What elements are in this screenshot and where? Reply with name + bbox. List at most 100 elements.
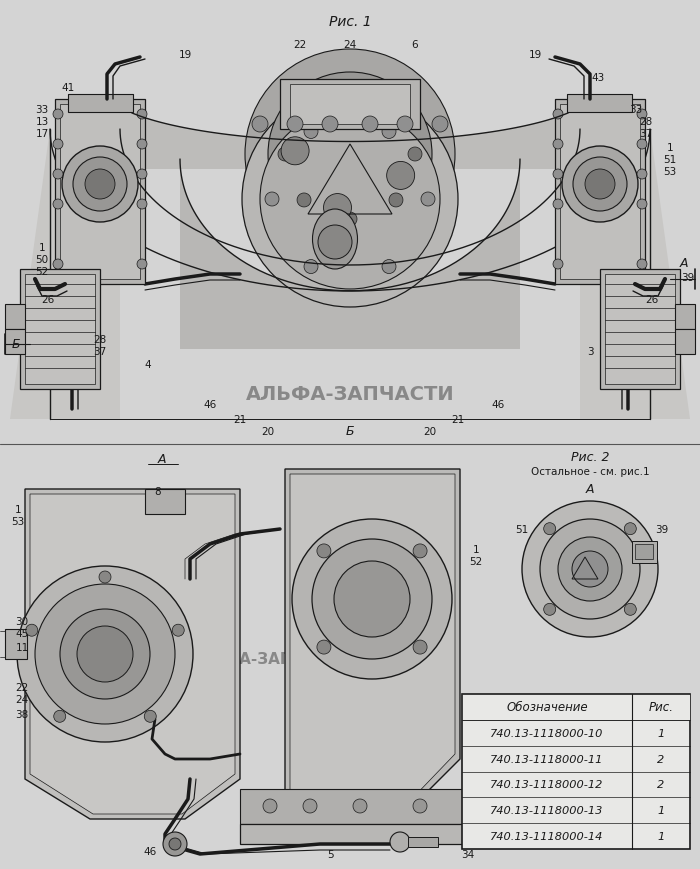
Text: 5: 5 <box>327 849 333 859</box>
Circle shape <box>281 137 309 166</box>
Text: АЛЬФА-ЗАПЧАСТИ: АЛЬФА-ЗАПЧАСТИ <box>246 385 454 404</box>
Text: 2: 2 <box>657 753 664 764</box>
Text: Рис. 2: Рис. 2 <box>570 451 609 464</box>
Bar <box>240 789 490 824</box>
Bar <box>605 275 675 385</box>
Circle shape <box>637 109 647 120</box>
Circle shape <box>242 92 458 308</box>
Circle shape <box>292 520 452 680</box>
Text: 6: 6 <box>412 40 419 50</box>
Circle shape <box>362 116 378 133</box>
Circle shape <box>540 520 640 620</box>
Circle shape <box>553 169 563 180</box>
Bar <box>145 489 185 514</box>
Circle shape <box>260 109 440 289</box>
Circle shape <box>26 625 38 636</box>
Text: 15: 15 <box>461 837 475 847</box>
Text: 8: 8 <box>155 487 161 496</box>
Text: 45: 45 <box>15 628 29 638</box>
Ellipse shape <box>312 209 358 269</box>
Text: 13: 13 <box>36 116 48 127</box>
Circle shape <box>265 193 279 207</box>
Text: Б: Б <box>346 425 354 438</box>
Text: 21: 21 <box>233 415 246 425</box>
Text: 4: 4 <box>145 360 151 369</box>
Text: 34: 34 <box>461 849 475 859</box>
Text: 20: 20 <box>424 427 437 436</box>
Bar <box>20 269 100 389</box>
Text: 740.13-1118000-10: 740.13-1118000-10 <box>490 728 603 738</box>
Circle shape <box>278 148 292 162</box>
Bar <box>675 305 695 329</box>
Text: 20: 20 <box>261 427 274 436</box>
Text: 46: 46 <box>144 846 157 856</box>
Polygon shape <box>120 129 580 420</box>
Text: Рис. 1: Рис. 1 <box>329 15 371 29</box>
Circle shape <box>389 194 403 208</box>
Circle shape <box>303 799 317 813</box>
Text: 46: 46 <box>491 400 505 409</box>
Circle shape <box>553 260 563 269</box>
Text: 740.13-1118000-14: 740.13-1118000-14 <box>490 831 603 841</box>
Text: А: А <box>680 256 688 269</box>
Circle shape <box>544 604 556 615</box>
Text: 33: 33 <box>36 105 48 115</box>
Text: 43: 43 <box>592 73 605 83</box>
Circle shape <box>263 799 277 813</box>
Text: Рис.: Рис. <box>648 700 673 713</box>
Circle shape <box>413 544 427 558</box>
Text: 22: 22 <box>293 40 307 50</box>
Text: 52: 52 <box>36 267 48 276</box>
Polygon shape <box>290 474 455 819</box>
Circle shape <box>163 832 187 856</box>
Circle shape <box>573 158 627 212</box>
Text: 24: 24 <box>344 40 356 50</box>
Text: 1: 1 <box>657 806 664 815</box>
Text: 21: 21 <box>452 415 465 425</box>
Circle shape <box>169 838 181 850</box>
Text: 19: 19 <box>528 50 542 60</box>
Bar <box>68 95 133 113</box>
Circle shape <box>343 213 357 227</box>
Text: 53: 53 <box>11 516 25 527</box>
Bar <box>600 269 680 389</box>
Circle shape <box>54 711 66 722</box>
Bar <box>5 329 25 355</box>
Text: 51: 51 <box>515 524 528 534</box>
Text: 740.13-1118000-13: 740.13-1118000-13 <box>490 806 603 815</box>
Circle shape <box>53 260 63 269</box>
Text: 26: 26 <box>41 295 55 305</box>
Circle shape <box>304 125 318 139</box>
Circle shape <box>99 571 111 583</box>
Circle shape <box>317 640 331 654</box>
Polygon shape <box>25 489 240 819</box>
Bar <box>567 95 632 113</box>
Text: А: А <box>586 483 594 496</box>
Circle shape <box>408 148 422 162</box>
Polygon shape <box>285 469 460 824</box>
Circle shape <box>432 116 448 133</box>
Circle shape <box>413 799 427 813</box>
Text: 39: 39 <box>655 524 668 534</box>
Text: 1: 1 <box>38 242 46 253</box>
Bar <box>462 694 690 849</box>
Text: 2: 2 <box>657 779 664 790</box>
Text: 1: 1 <box>657 728 664 738</box>
Text: 28: 28 <box>93 335 106 345</box>
Text: АЛЬФА-ЗАПЧАСТИ: АЛЬФА-ЗАПЧАСТИ <box>188 652 351 667</box>
Circle shape <box>35 584 175 724</box>
Circle shape <box>558 537 622 601</box>
Text: 1: 1 <box>473 544 480 554</box>
Text: 51: 51 <box>664 155 677 165</box>
Circle shape <box>252 116 268 133</box>
Circle shape <box>553 140 563 149</box>
Circle shape <box>413 640 427 654</box>
Circle shape <box>637 260 647 269</box>
Circle shape <box>73 158 127 212</box>
Text: 19: 19 <box>178 50 192 60</box>
Circle shape <box>322 116 338 133</box>
Circle shape <box>353 799 367 813</box>
Circle shape <box>553 200 563 209</box>
Bar <box>290 85 410 125</box>
Text: 11: 11 <box>15 642 29 653</box>
